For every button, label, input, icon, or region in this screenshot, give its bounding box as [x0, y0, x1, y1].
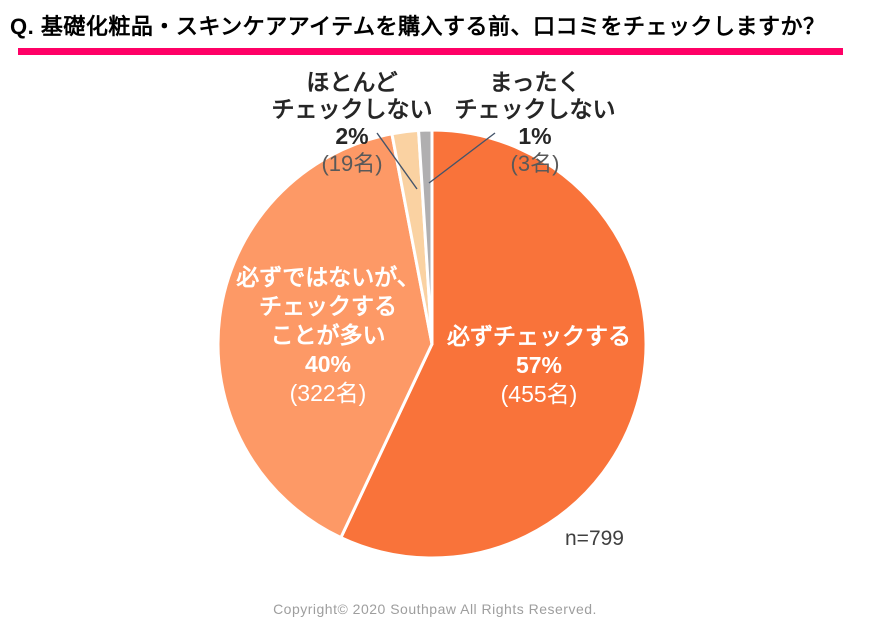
label-always-percent: 57%: [515, 352, 563, 378]
callout-never-line2: チェックしない: [454, 96, 616, 122]
label-often-line1: 必ずではないが、: [236, 264, 420, 290]
callout-rarely-line2: チェックしない: [271, 96, 433, 122]
callout-never-percent: 1%: [518, 123, 552, 149]
label-often-percent: 40%: [304, 351, 352, 377]
callout-never-check: まったく チェックしない 1% (3名): [455, 69, 616, 177]
page-title: Q. 基礎化粧品・スキンケアアイテムを購入する前、口コミをチェックしますか？: [10, 14, 826, 39]
pie-slice-always-check: [339, 128, 648, 560]
callout-never-line1: まったく: [489, 69, 581, 95]
copyright-text: Copyright© 2020 Southpaw All Rights Rese…: [273, 601, 597, 617]
callout-rarely-percent: 2%: [335, 123, 369, 149]
label-often-line3: ことが多い: [270, 322, 386, 348]
label-always-check: 必ずチェックする 57% (455名): [447, 322, 631, 409]
label-always-line1: 必ずチェックする: [447, 323, 631, 349]
sample-size-label: n=799: [565, 527, 624, 550]
pie-slice-never-check: [417, 128, 434, 346]
callout-rarely-line1: ほとんど: [306, 69, 398, 95]
title-underline-bar: [18, 48, 843, 55]
label-often-count: (322名): [289, 380, 367, 406]
pie-slices-group: [216, 128, 648, 560]
label-always-count: (455名): [500, 381, 578, 407]
callout-rarely-check: ほとんど チェックしない 2% (19名): [272, 69, 433, 177]
leader-line-rarely-check: [376, 132, 418, 190]
callout-never-count: (3名): [510, 151, 560, 176]
pie-slice-often-check: [216, 132, 434, 540]
label-often-line2: チェックする: [258, 293, 397, 319]
callout-rarely-count: (19名): [321, 151, 383, 176]
label-often-check: 必ずではないが、 チェックする ことが多い 40% (322名): [236, 263, 420, 408]
leader-line-never-check: [428, 132, 496, 184]
